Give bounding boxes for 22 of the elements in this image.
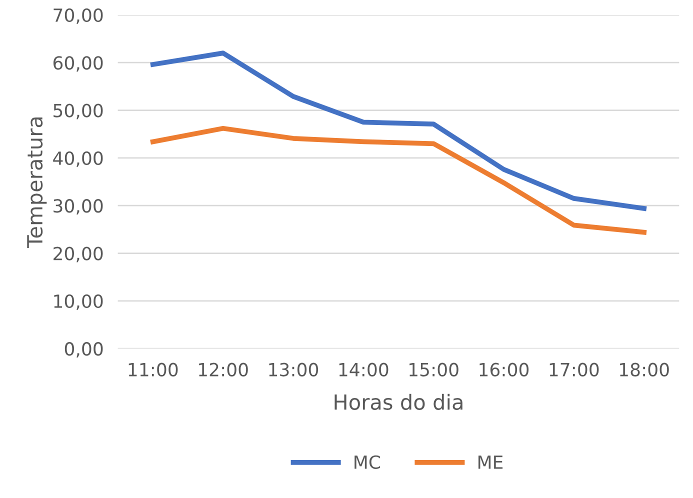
line-series xyxy=(150,50,646,211)
x-tick-label: 14:00 xyxy=(339,362,388,376)
x-tick-label: 12:00 xyxy=(199,362,248,376)
legend-label: MC xyxy=(354,455,380,469)
y-tick-label: 60,00 xyxy=(53,56,103,72)
x-tick-label: 16:00 xyxy=(480,362,529,376)
x-tick-label: 11:00 xyxy=(128,362,178,376)
y-tick-label: 0,00 xyxy=(64,342,103,358)
y-tick-label: 70,00 xyxy=(54,8,103,24)
x-tick-label: 13:00 xyxy=(269,362,318,376)
legend-label: ME xyxy=(478,456,503,469)
y-tick-label: 20,00 xyxy=(54,246,103,262)
x-tick-label: 17:00 xyxy=(550,362,599,376)
x-axis-title: Horas do dia xyxy=(334,394,462,410)
y-tick-label: 40,00 xyxy=(53,151,103,167)
y-tick-label: 30,00 xyxy=(54,199,103,215)
x-tick-label: 18:00 xyxy=(620,362,669,376)
y-axis-title: Temperatura xyxy=(27,117,47,248)
line-series xyxy=(150,126,646,235)
y-tick-label: 50,00 xyxy=(54,104,103,120)
y-tick-label: 10,00 xyxy=(54,294,103,310)
x-tick-label: 15:00 xyxy=(410,362,458,376)
